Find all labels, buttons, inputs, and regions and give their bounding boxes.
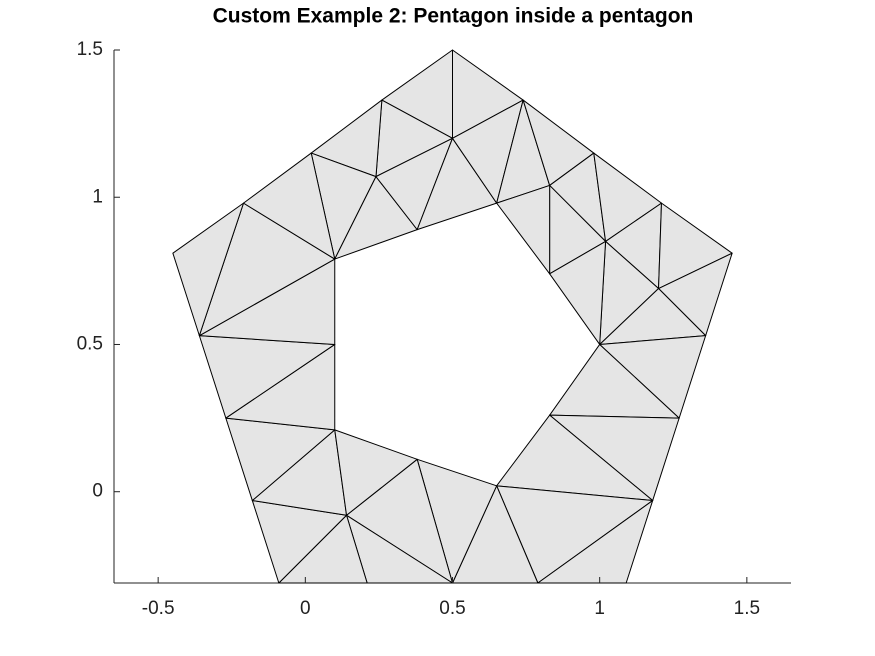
x-tick-label: 1 (594, 598, 605, 619)
x-tick-label: -0.5 (142, 598, 175, 619)
mesh-triangle (172, 202, 245, 337)
mesh-triangle (496, 184, 551, 275)
x-tick-label: 0 (300, 598, 311, 619)
mesh-triangle (537, 500, 654, 584)
mesh-triangle (243, 152, 336, 260)
x-tick-label: 1.5 (734, 598, 760, 619)
chart-title: Custom Example 2: Pentagon inside a pent… (213, 5, 694, 28)
y-tick-label: 0.5 (77, 333, 103, 354)
mesh-triangle (334, 429, 418, 516)
y-tick-label: 1.5 (77, 39, 103, 60)
y-tick-label: 1 (92, 186, 103, 207)
y-tick-label: 0 (92, 481, 103, 502)
mesh-triangle (549, 240, 607, 345)
x-tick-label: 0.5 (439, 598, 465, 619)
